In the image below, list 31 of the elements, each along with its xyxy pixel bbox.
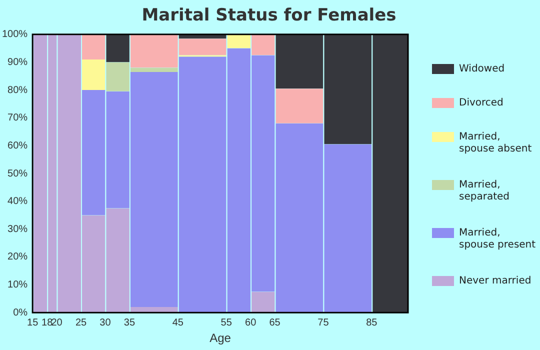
y-tick-label: 0% bbox=[13, 307, 28, 318]
x-tick-label: 30 bbox=[100, 317, 112, 328]
y-tick-label: 30% bbox=[8, 224, 28, 235]
x-tick-label: 20 bbox=[51, 317, 63, 328]
x-tick-label: 15 bbox=[27, 317, 39, 328]
x-tick-label: 55 bbox=[220, 317, 232, 328]
x-tick-label: 75 bbox=[318, 317, 330, 328]
y-tick-label: 20% bbox=[8, 252, 28, 263]
y-tick-label: 60% bbox=[8, 140, 28, 152]
x-tick-label: 85 bbox=[366, 317, 378, 328]
y-tick-label: 80% bbox=[8, 84, 28, 96]
y-tick-label: 90% bbox=[8, 56, 28, 68]
y-tick-label: 70% bbox=[8, 112, 28, 124]
y-tick-label: 100% bbox=[2, 29, 28, 40]
legend-label: Never married bbox=[459, 276, 532, 287]
y-tick-label: 10% bbox=[8, 280, 28, 291]
y-tick-label: 40% bbox=[8, 196, 28, 208]
y-tick-label: 50% bbox=[8, 168, 28, 180]
legend-label: Married, spouse absent bbox=[459, 132, 532, 155]
x-tick-label: 65 bbox=[269, 317, 281, 328]
x-tick-label: 60 bbox=[245, 317, 257, 328]
x-tick-label: 45 bbox=[172, 317, 184, 328]
x-tick-label: 35 bbox=[124, 317, 136, 328]
legend-label: Divorced bbox=[459, 98, 504, 109]
legend-label: Married, separated bbox=[459, 180, 510, 203]
x-tick-label: 25 bbox=[75, 317, 88, 328]
x-axis-title: Age bbox=[210, 331, 232, 346]
legend-label: Married, spouse present bbox=[459, 228, 536, 251]
legend-label: Widowed bbox=[459, 64, 505, 75]
chart-title: Marital Status for Females bbox=[142, 6, 396, 26]
x-tick-label: 18 bbox=[42, 317, 54, 328]
